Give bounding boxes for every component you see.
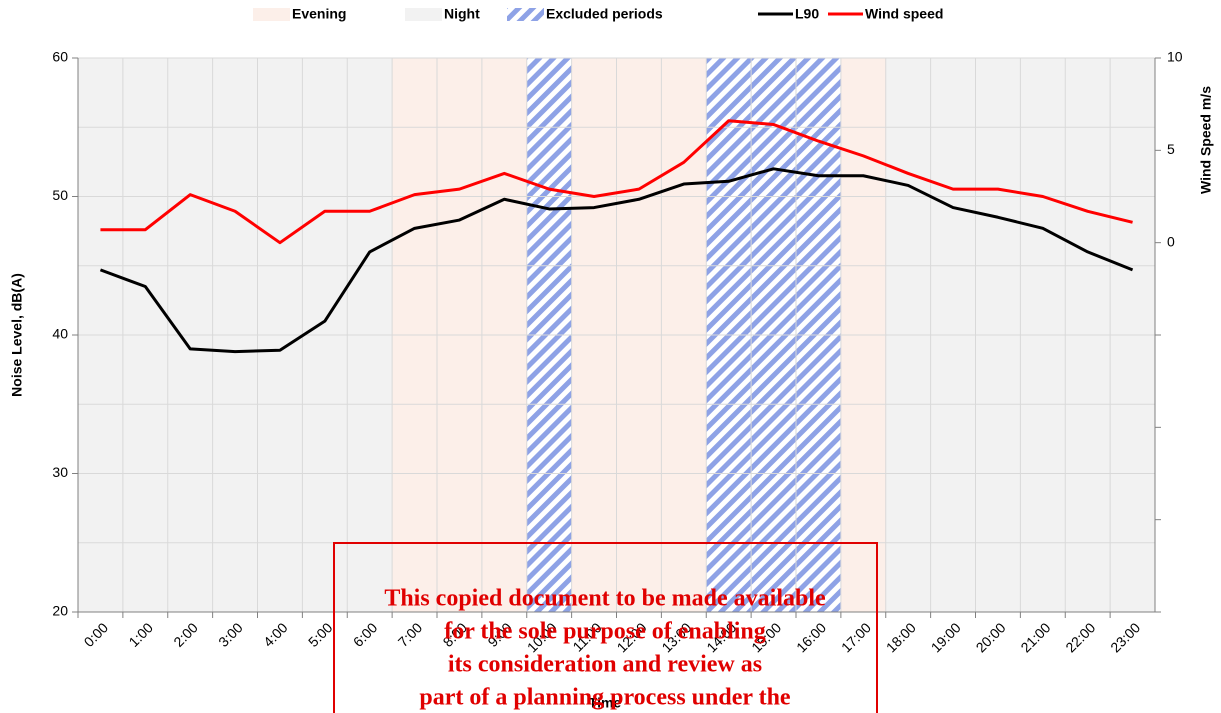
watermark-text: This copied document to be made availabl… [384,586,826,612]
x-tick-label: 21:00 [1017,619,1053,655]
y-tick-label: 20 [52,603,68,619]
x-tick-label: 16:00 [793,619,829,655]
line-series [100,119,1133,245]
x-tick-label: 19:00 [928,619,964,655]
x-tick-label: 6:00 [350,619,381,650]
legend-label: Excluded periods [546,6,663,22]
x-axis-title: Time [589,695,622,711]
y2-tick-label: 5 [1167,141,1175,157]
x-tick-label: 23:00 [1107,619,1143,655]
y-tick-label: 30 [52,464,68,480]
legend-swatch [507,8,544,21]
watermark-box [333,542,878,713]
watermark-text: part of a planning process under the [419,685,791,711]
legend-label: L90 [795,6,819,22]
x-tick-label: 3:00 [215,619,246,650]
y-axis-title: Noise Level, dB(A) [9,273,25,397]
y2-tick-label: 0 [1167,233,1175,249]
legend-label: Evening [292,6,346,22]
x-tick-label: 18:00 [883,619,919,655]
line-series [99,167,1134,354]
legend-label: Wind speed [865,6,943,22]
watermark-text: for the sole purpose of enabling [444,619,766,645]
x-tick-label: 22:00 [1062,619,1098,655]
x-tick-label: 1:00 [125,619,156,650]
x-tick-label: 17:00 [838,619,874,655]
watermark-text: its consideration and review as [448,652,762,678]
legend-swatch [253,8,290,21]
x-tick-label: 0:00 [81,619,112,650]
legend-swatch [405,8,442,21]
y2-tick-label: 10 [1167,49,1183,65]
y2-axis-title: Wind Speed m/s [1198,86,1214,194]
x-tick-label: 7:00 [395,619,426,650]
y-tick-label: 60 [52,49,68,65]
y-tick-label: 40 [52,326,68,342]
y-tick-label: 50 [52,187,68,203]
x-tick-label: 20:00 [973,619,1009,655]
legend-label: Night [444,6,480,22]
x-tick-label: 2:00 [170,619,201,650]
x-tick-label: 5:00 [305,619,336,650]
x-tick-label: 4:00 [260,619,291,650]
